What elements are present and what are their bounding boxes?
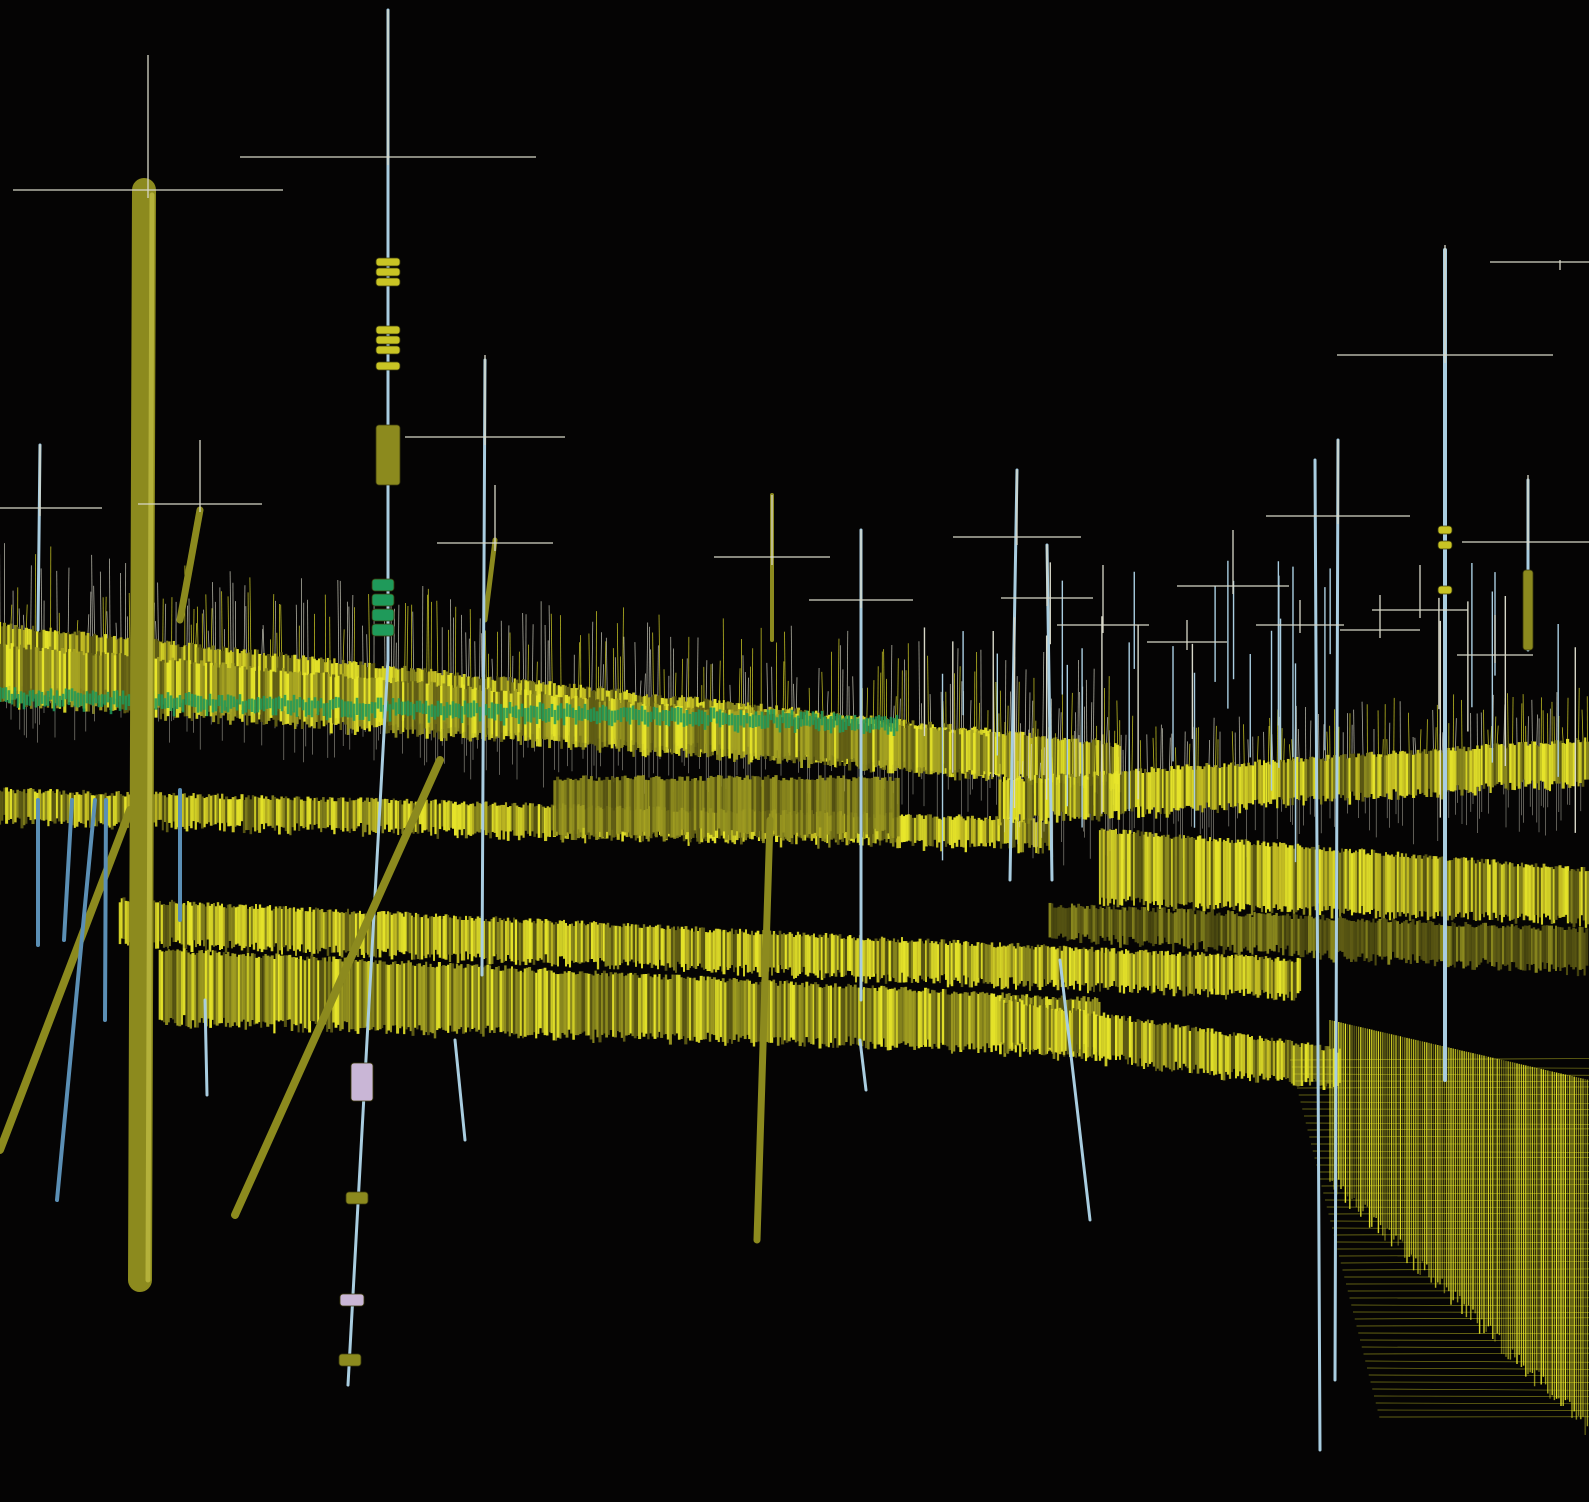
deviated-well [176, 506, 204, 624]
perforation-ring [375, 257, 401, 267]
well-head-cross [1372, 565, 1468, 618]
perforation-ring [371, 593, 395, 607]
mid-well [1045, 543, 1054, 882]
perforation-ring [375, 361, 401, 371]
casing-cylinder [350, 1062, 374, 1102]
reservoir-layers [0, 543, 1589, 1436]
well-bores [0, 8, 1576, 1452]
perforation-ring [375, 325, 401, 335]
well-head-cross [1147, 620, 1227, 650]
hanging-well [1058, 958, 1092, 1222]
perforation-ring [375, 345, 401, 355]
diagonal-well-left [0, 806, 134, 1154]
perforation-ring [338, 1353, 362, 1367]
perforation-ring [375, 335, 401, 345]
well-head-cross [809, 530, 913, 608]
left-well [55, 798, 97, 1202]
right-lower-band [998, 998, 1341, 1090]
perforation-ring [371, 623, 395, 637]
diagonal-well [231, 756, 444, 1219]
hanging-well [858, 1038, 868, 1092]
well-head-cross [1337, 245, 1553, 363]
well-head-cross [437, 485, 553, 551]
right-dark-band [1048, 902, 1589, 977]
perforation-ring [1437, 525, 1453, 535]
well-head-cross [953, 470, 1081, 545]
well-head-cross [1457, 615, 1533, 663]
well-head-crosses [0, 10, 1589, 663]
well-head-cross [0, 445, 102, 516]
well-head-cross [714, 495, 830, 565]
right-well [1333, 438, 1340, 1382]
well-head-cross [1266, 440, 1410, 524]
deviated-well [482, 537, 498, 623]
left-well [62, 798, 74, 942]
well-head-cross [1001, 545, 1093, 606]
main-casing-highlight [145, 192, 155, 1283]
stratum-3 [118, 897, 1302, 1001]
stratum-4 [158, 948, 1101, 1059]
perforation-ring [371, 608, 395, 622]
well-head-cross [1177, 530, 1289, 594]
mid-well [480, 358, 487, 977]
well-head-cross [13, 55, 283, 198]
right-stratum-bright [1098, 828, 1589, 928]
main-casing [128, 178, 156, 1292]
perforation-ring [375, 267, 401, 277]
casing-cylinder [375, 424, 401, 486]
tall-well-lower [346, 658, 390, 1387]
hanging-well [203, 998, 209, 1097]
hanging-well [753, 816, 774, 1244]
left-well [103, 798, 108, 1022]
green-streak [0, 687, 899, 737]
lower-right-wedge [1289, 1020, 1589, 1436]
well-head-cross [1490, 260, 1589, 270]
perforation-ring [1437, 540, 1453, 550]
perforation-ring [1437, 585, 1453, 595]
well-head-cross [1340, 595, 1420, 638]
casing-cylinder [1522, 569, 1534, 651]
middle-block [553, 775, 900, 843]
hanging-well [453, 1038, 467, 1142]
perforation-ring [339, 1293, 365, 1307]
well-head-cross [405, 355, 565, 445]
well-head-cross [138, 440, 262, 512]
mid-well [1008, 468, 1019, 882]
perforation-ring [345, 1191, 369, 1205]
well-head-cross [1057, 565, 1149, 633]
perforation-ring [375, 277, 401, 287]
well-head-cross [1256, 600, 1344, 633]
perforation-ring [371, 578, 395, 592]
well-head-cross [1462, 475, 1589, 550]
well-head-cross [240, 10, 536, 165]
